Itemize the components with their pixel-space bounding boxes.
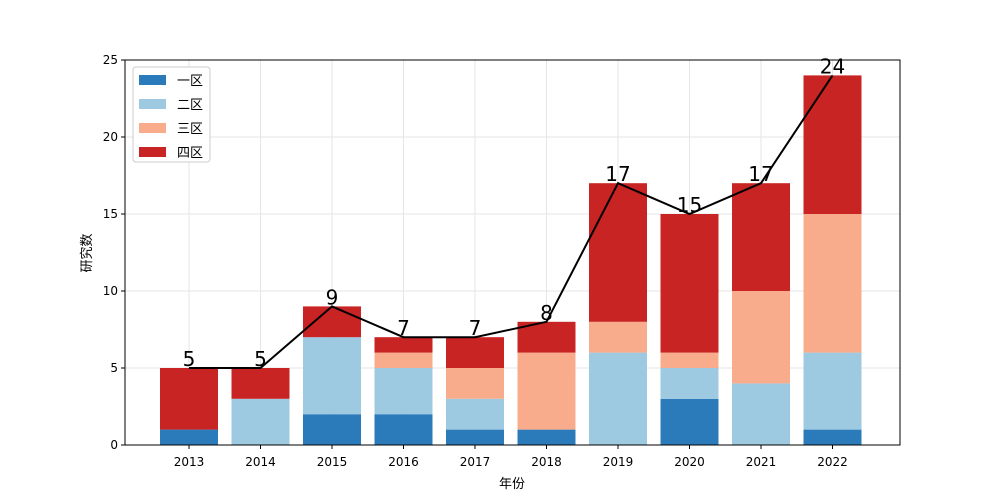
bar-segment (160, 368, 218, 430)
bar-segment (446, 429, 504, 445)
y-tick-label: 10 (103, 284, 118, 298)
legend-label: 一区 (177, 74, 203, 89)
legend-label: 三区 (177, 122, 203, 137)
total-label: 15 (677, 193, 702, 217)
bar-segment (446, 368, 504, 399)
bar-stacks (160, 75, 862, 445)
bar-segment (303, 414, 361, 445)
y-axis-label: 研究数 (80, 233, 95, 272)
bar-segment (803, 352, 862, 430)
bar-segment (303, 337, 361, 415)
total-label: 24 (820, 54, 845, 78)
total-line-layer (189, 74, 834, 369)
legend-swatch (139, 123, 166, 133)
bar-segment (374, 337, 433, 353)
x-tick-label: 2020 (674, 455, 705, 469)
y-tick-label: 0 (110, 438, 118, 452)
bar-segment (160, 429, 218, 445)
bar-segment (732, 383, 790, 445)
bar-segment (231, 398, 290, 445)
bar-segment (446, 337, 504, 368)
legend-swatch (139, 147, 166, 157)
bar-segment (803, 429, 862, 445)
bar-segment (374, 414, 433, 445)
bar-segment (803, 214, 862, 353)
x-tick-label: 2018 (531, 455, 562, 469)
x-tick-label: 2019 (603, 455, 634, 469)
bar-segment (732, 291, 790, 384)
total-label: 7 (397, 316, 410, 340)
x-tick-label: 2017 (460, 455, 491, 469)
bar-segment (303, 306, 361, 338)
y-tick-label: 20 (103, 130, 118, 144)
y-tick-label: 25 (103, 53, 118, 67)
bar-segment (660, 352, 719, 368)
x-axis-label: 年份 (499, 477, 525, 492)
total-labels: 5 5 9 7 7 8 17 15 17 24 (183, 54, 846, 371)
plot-frame (124, 59, 901, 446)
bar-segment (374, 352, 433, 368)
x-tick-label: 2021 (746, 455, 777, 469)
total-label: 17 (748, 162, 773, 186)
x-tick-label: 2015 (317, 455, 348, 469)
legend-swatch (139, 99, 166, 109)
bar-segment (446, 398, 504, 430)
x-tick-label: 2022 (817, 455, 848, 469)
bar-segment (231, 368, 290, 399)
x-tick-label: 2013 (174, 455, 205, 469)
legend-label: 二区 (177, 98, 203, 113)
bar-segment (732, 183, 790, 291)
bar-segment (660, 368, 719, 399)
total-label: 9 (326, 285, 339, 309)
bar-segment (589, 321, 647, 353)
legend-box (132, 66, 211, 163)
y-tick-label: 5 (110, 361, 118, 375)
bar-segment (803, 75, 862, 215)
bar-segment (517, 429, 576, 445)
bar-segment (517, 352, 576, 430)
total-label: 5 (183, 347, 196, 371)
bar-segment (660, 214, 719, 353)
total-label: 5 (254, 347, 267, 371)
legend-swatch (139, 75, 166, 85)
total-label: 17 (605, 162, 630, 186)
bar-segment (374, 368, 433, 415)
bar-segment (589, 352, 647, 445)
x-tick-label: 2016 (388, 455, 419, 469)
total-line (189, 74, 834, 369)
bar-segment (589, 183, 647, 322)
bar-segment (660, 398, 719, 445)
total-label: 8 (540, 301, 553, 325)
legend-label: 四区 (177, 146, 203, 161)
y-tick-label: 15 (103, 207, 118, 221)
x-tick-label: 2014 (245, 455, 276, 469)
y-axis-ticks: 0 5 10 15 20 25 (103, 53, 125, 452)
total-label: 7 (469, 316, 482, 340)
x-axis-ticks: 2013 2014 2015 2016 2017 2018 2019 2020 2021 2022 (174, 445, 848, 469)
